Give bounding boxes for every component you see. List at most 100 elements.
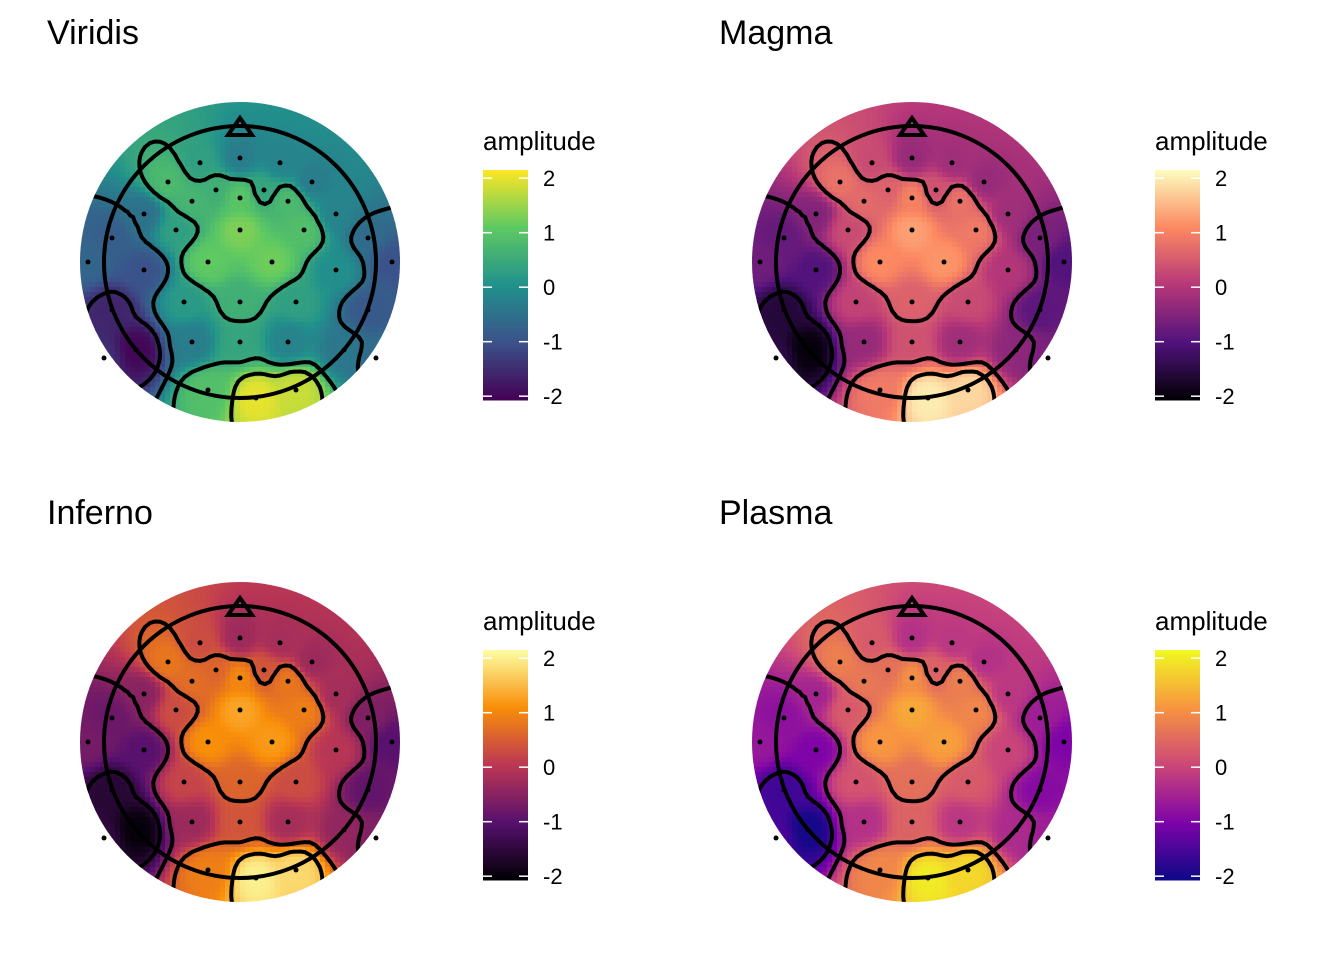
heat-cell bbox=[290, 387, 296, 393]
heat-cell bbox=[220, 242, 226, 248]
heat-cell bbox=[175, 217, 181, 223]
heat-cell bbox=[270, 347, 276, 353]
heat-cell bbox=[982, 172, 988, 178]
heat-cell bbox=[957, 112, 963, 118]
heat-cell bbox=[190, 222, 196, 228]
heat-cell bbox=[962, 222, 968, 228]
heat-cell bbox=[345, 217, 351, 223]
heat-cell bbox=[927, 107, 933, 113]
heat-cell bbox=[150, 322, 156, 328]
heat-cell bbox=[280, 272, 286, 278]
heat-cell bbox=[250, 217, 256, 223]
heat-cell bbox=[882, 217, 888, 223]
heat-cell bbox=[922, 197, 928, 203]
heat-cell bbox=[245, 362, 251, 368]
heat-cell bbox=[175, 167, 181, 173]
heat-cell bbox=[827, 167, 833, 173]
heat-cell bbox=[942, 132, 948, 138]
heat-cell bbox=[220, 247, 226, 253]
heat-cell bbox=[872, 112, 878, 118]
heat-cell bbox=[837, 127, 843, 133]
heat-cell bbox=[792, 227, 798, 233]
heat-cell bbox=[972, 112, 978, 118]
heat-cell bbox=[250, 157, 256, 163]
colorbar-cell bbox=[483, 226, 528, 229]
heat-cell bbox=[962, 202, 968, 208]
heat-cell bbox=[350, 282, 356, 288]
heat-cell bbox=[997, 122, 1003, 128]
heat-cell bbox=[210, 332, 216, 338]
heat-cell bbox=[145, 282, 151, 288]
heat-cell bbox=[270, 287, 276, 293]
heat-cell bbox=[812, 142, 818, 148]
heat-cell bbox=[360, 282, 366, 288]
heat-cell bbox=[250, 327, 256, 333]
heat-cell bbox=[195, 237, 201, 243]
heat-cell bbox=[100, 337, 106, 343]
heat-cell bbox=[1057, 187, 1063, 193]
heat-cell bbox=[290, 227, 296, 233]
heat-cell bbox=[942, 167, 948, 173]
heat-cell bbox=[857, 147, 863, 153]
heat-cell bbox=[892, 157, 898, 163]
heat-cell bbox=[160, 317, 166, 323]
heat-cell bbox=[200, 277, 206, 283]
heat-cell bbox=[165, 257, 171, 263]
heat-cell bbox=[360, 362, 366, 368]
heat-cell bbox=[300, 377, 306, 383]
heat-cell bbox=[185, 167, 191, 173]
heat-cell bbox=[250, 337, 256, 343]
heat-cell bbox=[922, 102, 928, 108]
heat-cell bbox=[170, 367, 176, 373]
heat-cell bbox=[912, 107, 918, 113]
heat-cell bbox=[140, 192, 146, 198]
heat-cell bbox=[977, 192, 983, 198]
heat-cell bbox=[400, 272, 406, 278]
heat-cell bbox=[942, 222, 948, 228]
heat-cell bbox=[375, 267, 381, 273]
heat-cell bbox=[165, 182, 171, 188]
heat-cell bbox=[325, 217, 331, 223]
heat-cell bbox=[385, 217, 391, 223]
heat-cell bbox=[215, 142, 221, 148]
heat-cell bbox=[1032, 192, 1038, 198]
heat-cell bbox=[355, 322, 361, 328]
heat-cell bbox=[992, 192, 998, 198]
colorbar-cell bbox=[483, 172, 528, 175]
heat-cell bbox=[1027, 232, 1033, 238]
heat-cell bbox=[200, 202, 206, 208]
heat-cell bbox=[882, 147, 888, 153]
heat-cell bbox=[270, 327, 276, 333]
heat-cell bbox=[952, 197, 958, 203]
heat-cell bbox=[1037, 162, 1043, 168]
heat-cell bbox=[275, 382, 281, 388]
heat-cell bbox=[400, 252, 406, 258]
heat-cell bbox=[972, 147, 978, 153]
heat-cell bbox=[235, 287, 241, 293]
heat-cell bbox=[215, 352, 221, 358]
heat-cell bbox=[872, 122, 878, 128]
heat-cell bbox=[240, 412, 246, 418]
heat-cell bbox=[315, 267, 321, 273]
heat-cell bbox=[265, 207, 271, 213]
heat-cell bbox=[215, 112, 221, 118]
heat-cell bbox=[265, 147, 271, 153]
heat-cell bbox=[330, 247, 336, 253]
heat-cell bbox=[310, 152, 316, 158]
heat-cell bbox=[250, 177, 256, 183]
heat-cell bbox=[265, 222, 271, 228]
heat-cell bbox=[260, 382, 266, 388]
heat-cell bbox=[140, 137, 146, 143]
heat-cell bbox=[170, 157, 176, 163]
heat-cell bbox=[180, 202, 186, 208]
heat-cell bbox=[1067, 222, 1072, 228]
heat-cell bbox=[260, 152, 266, 158]
heat-cell bbox=[400, 242, 406, 248]
heat-cell bbox=[330, 167, 336, 173]
heat-cell bbox=[195, 377, 201, 383]
heat-cell bbox=[130, 197, 136, 203]
heat-cell bbox=[185, 202, 191, 208]
heat-cell bbox=[977, 232, 983, 238]
heat-cell bbox=[977, 152, 983, 158]
heat-cell bbox=[125, 142, 131, 148]
